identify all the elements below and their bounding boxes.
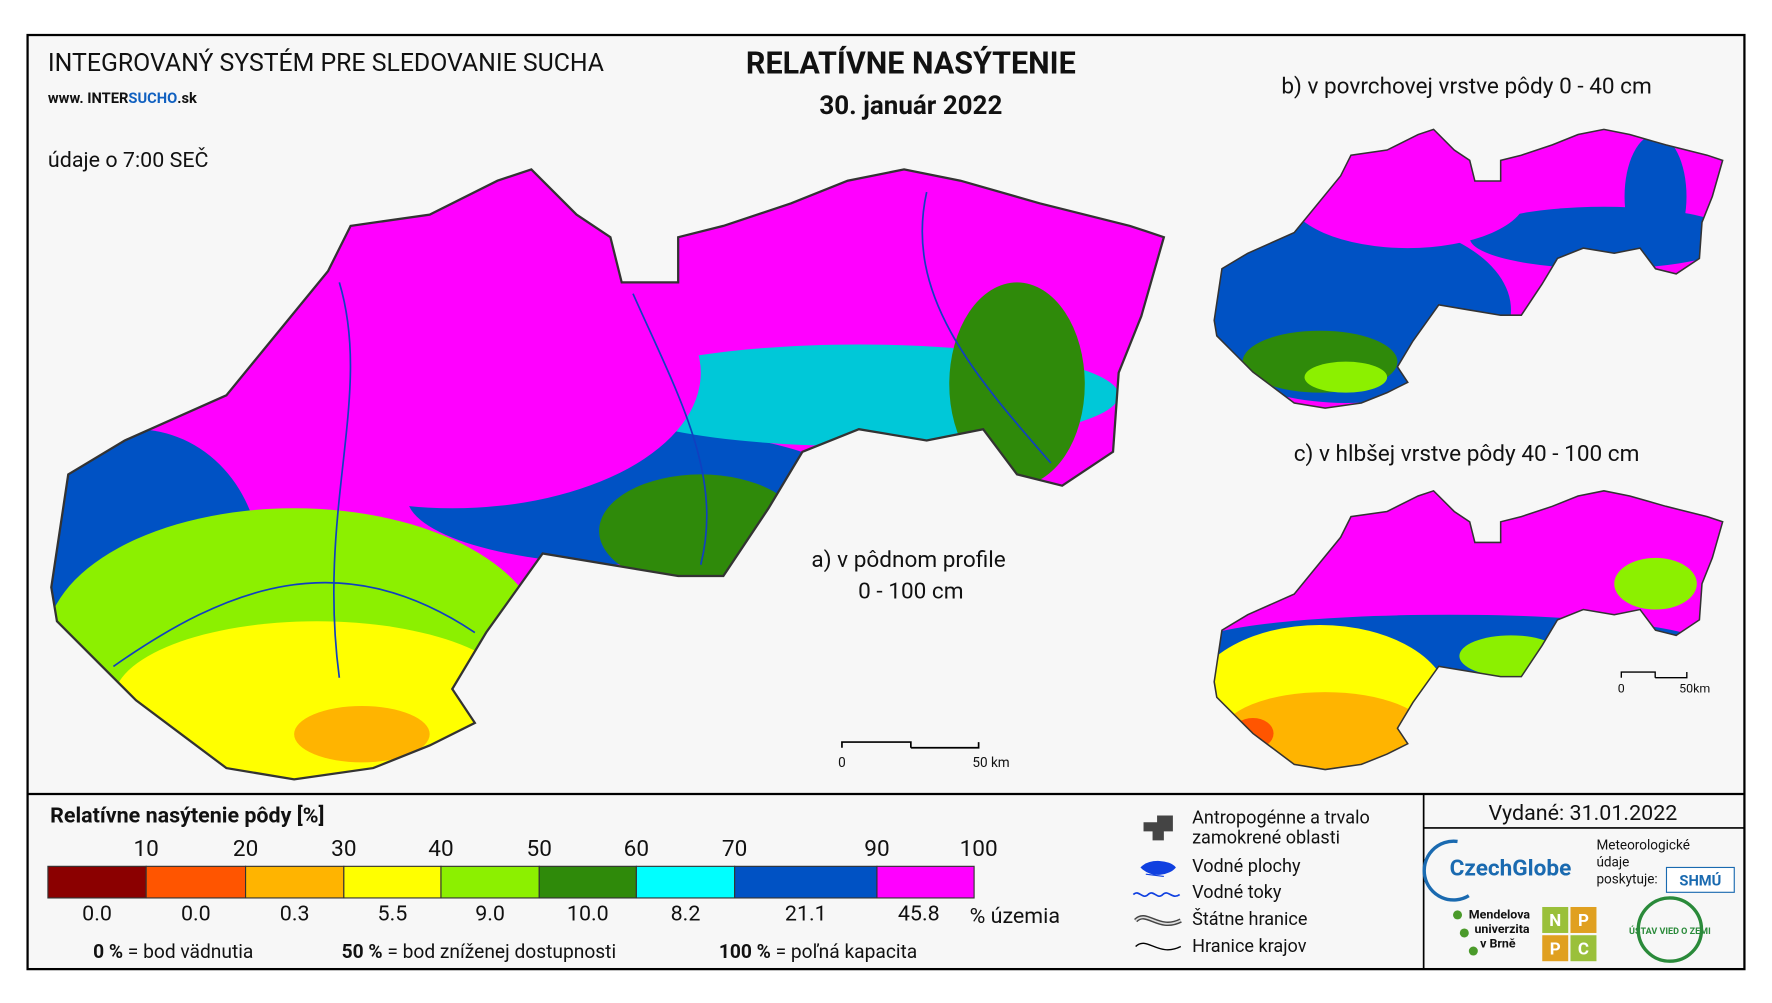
legend-note-key: 100 % bbox=[719, 940, 771, 963]
legend: Relatívne nasýtenie pôdy [%] % územia 0.… bbox=[47, 803, 1060, 963]
legend-swatch bbox=[343, 865, 442, 899]
legend-swatch bbox=[538, 865, 637, 899]
symbol-label: Štátne hranice bbox=[1192, 908, 1307, 930]
nppc-cell bbox=[1570, 906, 1597, 933]
legend-note-text: = bod zníženej dostupnosti bbox=[387, 940, 616, 963]
legend-share: 0.3 bbox=[280, 902, 310, 927]
legend-threshold: 20 bbox=[233, 835, 258, 862]
logo-shmu: SHMÚ bbox=[1679, 872, 1721, 890]
legend-swatch bbox=[635, 865, 736, 899]
legend-note: 100 % = poľná kapacita bbox=[719, 940, 917, 963]
legend-swatch bbox=[145, 865, 247, 899]
logo-czechglobe: CzechGlobe bbox=[1450, 854, 1572, 881]
legend-share: 0.0 bbox=[181, 902, 211, 927]
logo-nppc: N PP C bbox=[1542, 906, 1597, 962]
legend-threshold: 50 bbox=[527, 835, 552, 862]
legend-share: 45.8 bbox=[898, 902, 940, 927]
legend-swatch bbox=[47, 865, 147, 899]
legend-share: 5.5 bbox=[378, 902, 408, 927]
legend-note-text: = poľná kapacita bbox=[776, 940, 918, 963]
legend-share: 0.0 bbox=[82, 902, 112, 927]
legend-share: 10.0 bbox=[567, 902, 609, 927]
legend-threshold: 60 bbox=[624, 835, 649, 862]
symbol-label: Hranice krajov bbox=[1192, 936, 1307, 957]
scale-label: 50km bbox=[1679, 681, 1710, 696]
system-name: INTEGROVANÝ SYSTÉM PRE SLEDOVANIE SUCHA bbox=[48, 49, 604, 78]
symbol-label: Vodné plochy bbox=[1192, 856, 1301, 877]
legend-title: Relatívne nasýtenie pôdy [%] bbox=[50, 803, 324, 828]
scale-label: 50 km bbox=[972, 755, 1009, 771]
nppc-cell bbox=[1570, 935, 1597, 962]
logo-mendel-line: Mendelova bbox=[1469, 907, 1531, 922]
logo-meteo-line: Meteorologické bbox=[1596, 837, 1689, 853]
symbol-key: Antropogénne a trvalo zamokrené oblasti Vo… bbox=[1132, 807, 1370, 957]
nppc-cell bbox=[1542, 906, 1569, 933]
legend-threshold: 30 bbox=[331, 835, 356, 862]
legend-note-key: 50 % bbox=[342, 940, 383, 963]
legend-note: 50 % = bod zníženej dostupnosti bbox=[342, 940, 617, 963]
logo-meteo: Meteorologické údaje poskytuje: bbox=[1596, 837, 1689, 887]
title: RELATÍVNE NASÝTENIE bbox=[746, 44, 1076, 81]
nppc-cell bbox=[1542, 935, 1569, 962]
logo-meteo-line: poskytuje: bbox=[1596, 871, 1657, 887]
symbol-label: Antropogénne a trvalo zamokrené oblasti bbox=[1192, 807, 1370, 848]
symbol-label: Vodné toky bbox=[1192, 882, 1282, 903]
logo-mendel-line: univerzita bbox=[1474, 922, 1529, 937]
legend-threshold: 100 bbox=[960, 835, 998, 862]
date: 30. január 2022 bbox=[819, 91, 1002, 121]
legend-unit: % územia bbox=[970, 904, 1060, 929]
nppc-letter: P bbox=[1550, 939, 1561, 959]
map-label: a) v pôdnom profile bbox=[811, 546, 1005, 573]
logo-meteo-line: údaje bbox=[1596, 854, 1629, 870]
legend-threshold: 90 bbox=[864, 835, 889, 862]
symbol-label-line: Antropogénne a trvalo bbox=[1192, 807, 1370, 828]
logos: CzechGlobe Meteorologické údaje poskytuje:… bbox=[1422, 837, 1735, 963]
scale-label: 0 bbox=[1618, 681, 1625, 696]
url-part: .sk bbox=[177, 89, 197, 107]
nppc-letter: N bbox=[1549, 911, 1561, 931]
time-note: údaje o 7:00 SEČ bbox=[48, 146, 209, 173]
symbol-label-line: zamokrené oblasti bbox=[1192, 828, 1340, 849]
map-label: b) v povrchovej vrstve pôdy 0 - 40 cm bbox=[1281, 73, 1651, 100]
logo-ustav: ÚSTAV VIED O ZEMI bbox=[1629, 925, 1711, 937]
legend-note-text: = bod vädnutia bbox=[128, 940, 254, 963]
scale-label: 0 bbox=[838, 755, 846, 771]
legend-threshold: 70 bbox=[722, 835, 747, 862]
legend-swatch bbox=[734, 865, 878, 899]
map-label: 0 - 100 cm bbox=[858, 578, 963, 605]
nppc-letter: P bbox=[1578, 911, 1589, 931]
legend-swatch bbox=[876, 865, 975, 899]
legend-share: 8.2 bbox=[671, 902, 701, 927]
legend-share: 9.0 bbox=[475, 902, 505, 927]
legend-threshold: 40 bbox=[428, 835, 453, 862]
legend-swatch bbox=[245, 865, 345, 899]
url-part: SUCHO bbox=[128, 89, 177, 107]
legend-swatch bbox=[440, 865, 540, 899]
issued: Vydané: 31.01.2022 bbox=[1488, 801, 1677, 826]
legend-note: 0 % = bod vädnutia bbox=[93, 940, 253, 963]
legend-share: 21.1 bbox=[785, 902, 827, 927]
logo-mendel: Mendelova univerzita v Brně bbox=[1469, 907, 1531, 951]
url-part: www. INTER bbox=[48, 89, 129, 107]
legend-note-key: 0 % bbox=[93, 940, 123, 963]
legend-threshold: 10 bbox=[133, 835, 158, 862]
logo-mendel-line: v Brně bbox=[1480, 937, 1516, 952]
map-label: c) v hlbšej vrstve pôdy 40 - 100 cm bbox=[1294, 440, 1640, 467]
nppc-letter: C bbox=[1578, 939, 1589, 959]
url: www. INTERSUCHO.sk bbox=[48, 89, 197, 107]
